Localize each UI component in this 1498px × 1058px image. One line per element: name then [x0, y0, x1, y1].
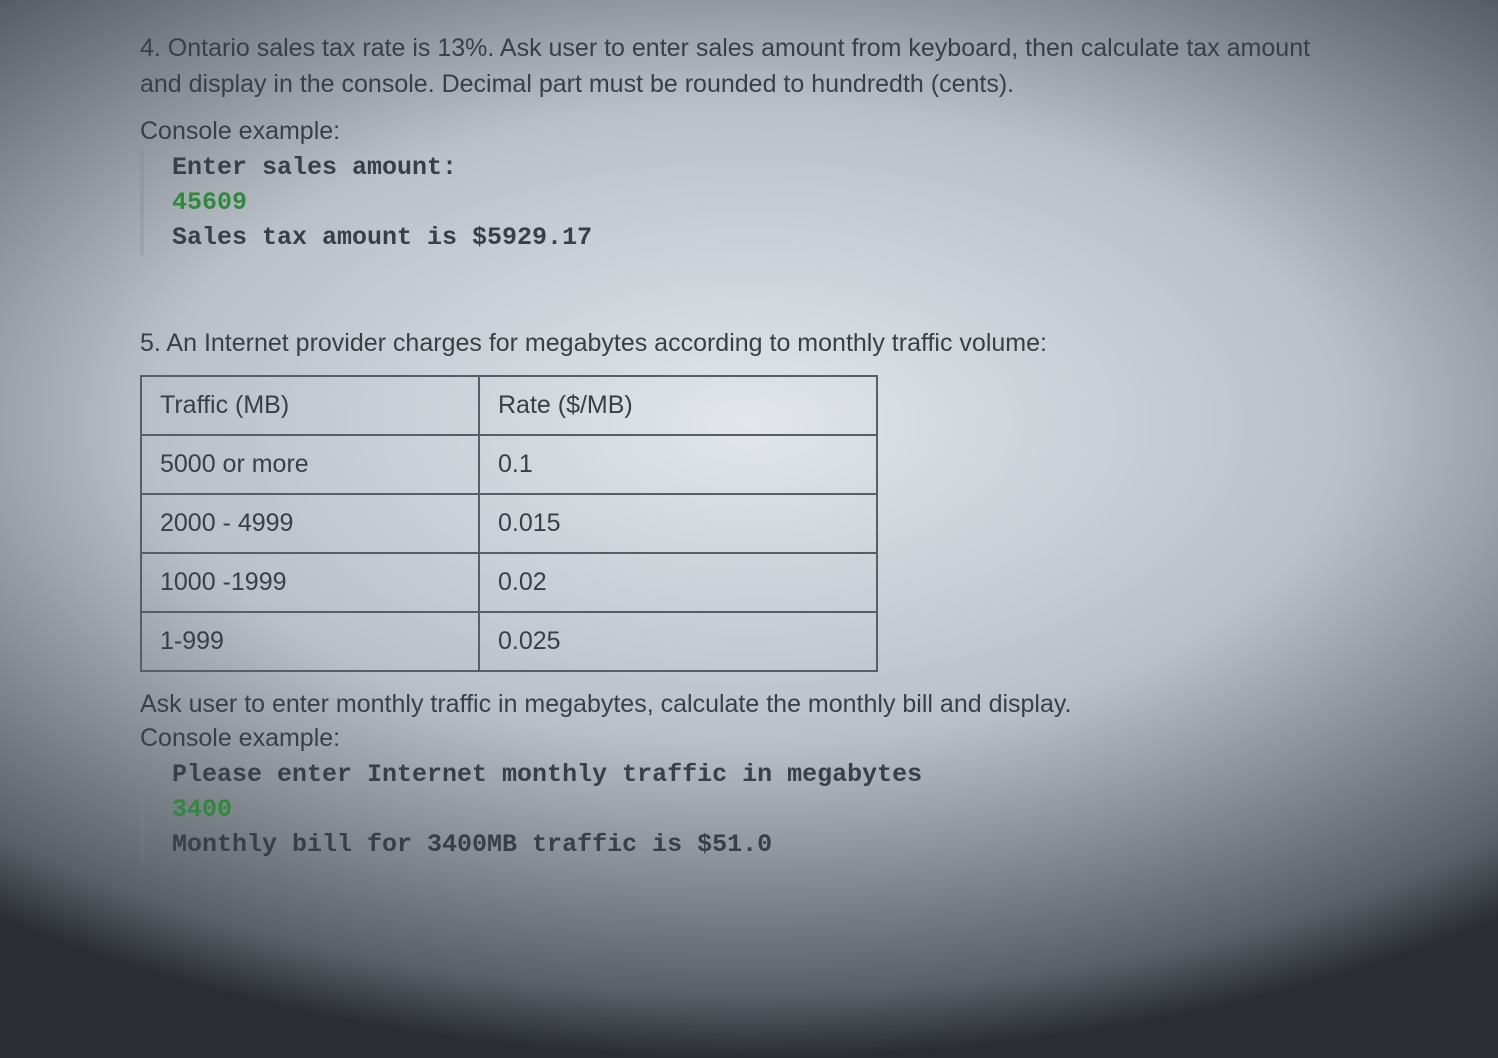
q4-console-input: 45609	[172, 185, 1358, 220]
table-cell: 0.025	[479, 612, 877, 671]
table-cell: 1-999	[141, 612, 479, 671]
q5-console-prompt: Please enter Internet monthly traffic in…	[172, 757, 1358, 792]
table-cell: 0.1	[479, 435, 877, 494]
table-header-rate: Rate ($/MB)	[479, 376, 877, 435]
q5-console-output: Monthly bill for 3400MB traffic is $51.0	[172, 827, 1358, 862]
table-row: 2000 - 4999 0.015	[141, 494, 877, 553]
table-row: 1000 -1999 0.02	[141, 553, 877, 612]
q4-console-block: Enter sales amount: 45609 Sales tax amou…	[140, 150, 1358, 255]
q5-after-table: Ask user to enter monthly traffic in meg…	[140, 686, 1358, 722]
table-cell: 0.015	[479, 494, 877, 553]
table-row: 5000 or more 0.1	[141, 435, 877, 494]
q5-console-block: Please enter Internet monthly traffic in…	[140, 757, 1358, 862]
q5-console-input: 3400	[172, 792, 1358, 827]
q4-console-label: Console example:	[140, 117, 1358, 146]
q4-console-output: Sales tax amount is $5929.17	[172, 220, 1358, 255]
table-row: Traffic (MB) Rate ($/MB)	[141, 376, 877, 435]
rate-table: Traffic (MB) Rate ($/MB) 5000 or more 0.…	[140, 375, 878, 672]
table-cell: 0.02	[479, 553, 877, 612]
table-cell: 2000 - 4999	[141, 494, 479, 553]
question-4-text: 4. Ontario sales tax rate is 13%. Ask us…	[140, 30, 1358, 103]
question-5-text: 5. An Internet provider charges for mega…	[140, 325, 1358, 361]
q4-console-prompt: Enter sales amount:	[172, 150, 1358, 185]
table-cell: 5000 or more	[141, 435, 479, 494]
table-header-traffic: Traffic (MB)	[141, 376, 479, 435]
q5-console-label: Console example:	[140, 724, 1358, 753]
table-cell: 1000 -1999	[141, 553, 479, 612]
table-row: 1-999 0.025	[141, 612, 877, 671]
